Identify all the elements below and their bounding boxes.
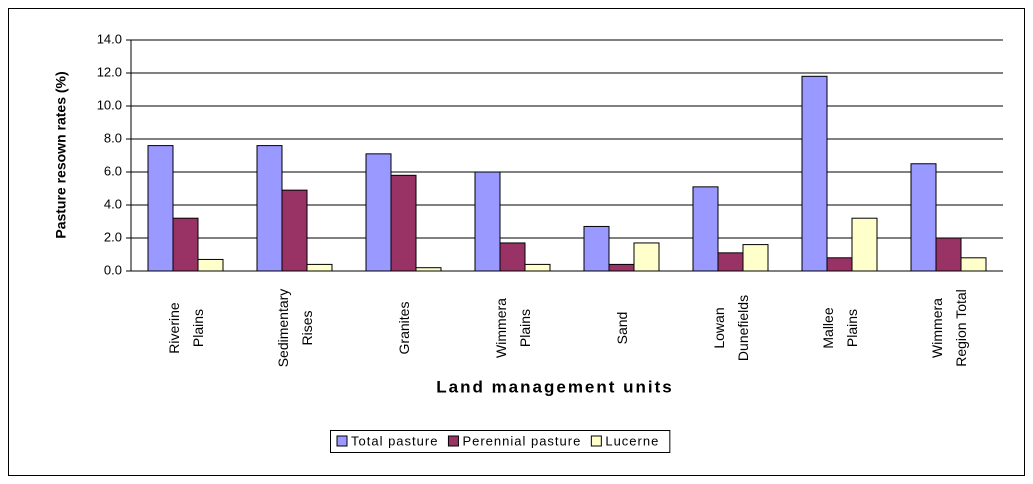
y-tick-label: 12.0 <box>97 64 122 79</box>
legend-label: Perennial pasture <box>462 433 581 448</box>
y-tick-label: 8.0 <box>104 130 122 145</box>
y-tick-label: 14.0 <box>97 31 122 46</box>
x-tick-label: Wimmera Region Total <box>928 289 969 367</box>
x-tick-label: Wimmera Plains <box>492 298 533 358</box>
bar <box>197 258 224 272</box>
bar <box>147 145 174 272</box>
legend-label: Total pasture <box>351 433 438 448</box>
bar <box>935 237 962 272</box>
bar <box>851 217 878 272</box>
bar <box>717 252 744 272</box>
bar <box>960 257 987 272</box>
x-axis-title: Land management units <box>436 377 674 396</box>
x-tick-label: Mallee Plains <box>819 307 860 349</box>
y-tick-label: 6.0 <box>104 163 122 178</box>
y-tick-label: 2.0 <box>104 229 122 244</box>
legend-label: Lucerne <box>605 433 659 448</box>
bar <box>826 257 853 272</box>
bar <box>742 244 769 272</box>
bar <box>499 242 526 272</box>
bar <box>633 242 660 272</box>
legend-box <box>330 430 671 453</box>
bar <box>524 263 551 272</box>
bar <box>910 163 937 272</box>
y-tick-label: 4.0 <box>104 196 122 211</box>
x-tick-label: Lowan Dunefields <box>710 294 751 362</box>
bar <box>692 186 719 272</box>
bar <box>256 145 283 272</box>
legend-swatch <box>590 435 602 447</box>
x-tick-label: Sedimentary Rises <box>274 288 315 368</box>
legend-swatch <box>447 435 459 447</box>
x-tick-label: Sand <box>613 311 630 345</box>
x-tick-label: Riverine Plains <box>165 302 206 354</box>
bar <box>365 153 392 272</box>
bar <box>390 174 417 272</box>
bar <box>474 171 501 272</box>
bar <box>281 189 308 272</box>
x-tick-label: Granites <box>395 301 412 355</box>
bar <box>801 75 828 272</box>
y-tick-label: 0.0 <box>104 262 122 277</box>
bar <box>306 263 333 272</box>
bar <box>583 225 610 272</box>
y-tick-label: 10.0 <box>97 97 122 112</box>
bar <box>172 217 199 272</box>
legend-swatch <box>336 435 348 447</box>
y-axis-title: Pasture resown rates (%) <box>53 71 69 238</box>
bar <box>608 263 635 272</box>
